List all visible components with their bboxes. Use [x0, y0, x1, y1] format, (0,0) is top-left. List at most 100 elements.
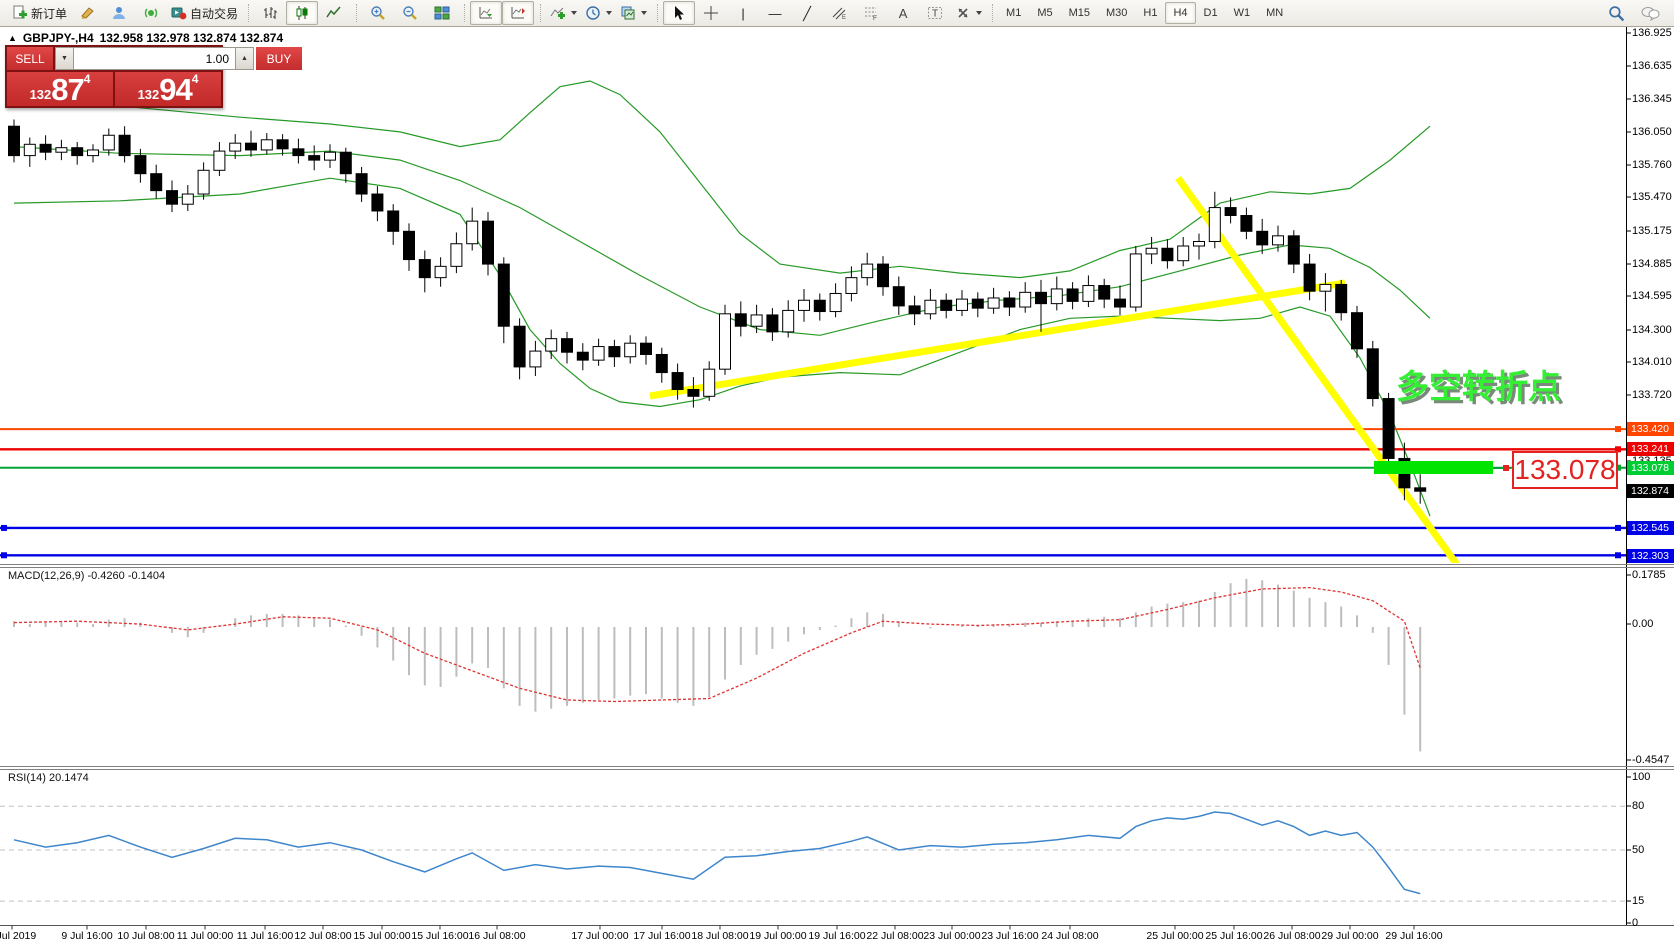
macd-signal-line — [13, 586, 1421, 703]
trendline-button[interactable]: ╱ — [791, 1, 823, 25]
volume-increase-button[interactable]: ▲ — [235, 47, 254, 70]
text-label-icon: T — [928, 7, 943, 20]
styler-button[interactable] — [71, 1, 103, 25]
styler-icon — [81, 7, 94, 19]
vertical-line-button[interactable]: | — [727, 1, 759, 25]
candle — [308, 145, 321, 171]
chat-button[interactable] — [1634, 1, 1666, 25]
tile-windows-button[interactable] — [426, 1, 458, 25]
candle — [497, 257, 510, 344]
search-button[interactable] — [1600, 1, 1632, 25]
line-chart-button[interactable] — [318, 1, 350, 25]
buy-button[interactable]: BUY — [256, 47, 302, 70]
templates-dropdown-caret — [641, 11, 648, 15]
highlight-zone-rect — [1374, 461, 1493, 474]
hline-handle — [1615, 446, 1621, 453]
buy-price-big: 94 — [159, 72, 192, 107]
toolbar-group-timeframes: M1 M5 M15 M30 H1 H4 D1 W1 MN — [990, 0, 1295, 26]
horizontal-line-icon: — — [768, 5, 782, 21]
horizontal-line-button[interactable]: — — [759, 1, 791, 25]
chart-shift-button[interactable] — [502, 1, 535, 25]
collapse-panel-icon[interactable]: ▲ — [8, 33, 17, 43]
community-button[interactable] — [103, 1, 135, 25]
candle — [545, 329, 558, 360]
svg-text:T: T — [932, 9, 938, 20]
candle — [1351, 305, 1363, 358]
crosshair-button[interactable] — [695, 1, 727, 25]
sell-price-sup: 4 — [83, 72, 91, 86]
volume-decrease-button[interactable]: ▼ — [55, 47, 74, 70]
candle — [592, 338, 605, 366]
candle — [798, 288, 810, 322]
candlestick-chart-button[interactable] — [286, 1, 319, 25]
buy-price-sup: 4 — [191, 72, 199, 86]
periods-button[interactable] — [581, 1, 616, 25]
trendline-icon: ╱ — [803, 5, 811, 21]
candle — [703, 361, 716, 401]
candle — [1129, 246, 1142, 312]
candle — [1114, 285, 1126, 315]
candle — [23, 137, 36, 167]
hline-handle — [1615, 524, 1621, 531]
timeframe-button-m30[interactable]: M30 — [1106, 7, 1128, 19]
timeframe-button-m15[interactable]: M15 — [1068, 7, 1090, 19]
toolbar-group-zoom — [354, 0, 462, 26]
signals-icon — [144, 8, 158, 18]
auto-scroll-button[interactable] — [470, 1, 503, 25]
pivot-annotation-text[interactable]: 多空转折点 — [1396, 368, 1561, 405]
candle — [1303, 253, 1316, 301]
candle — [1335, 279, 1348, 321]
text-button[interactable]: A — [887, 1, 919, 25]
autotrading-button[interactable]: 自动交易 — [167, 1, 242, 25]
toolbar-group-chart-type — [246, 0, 354, 26]
candle — [450, 232, 463, 274]
timeframe-button-m1[interactable]: M1 — [1006, 7, 1022, 19]
candle — [671, 363, 684, 400]
timeframe-button-d1[interactable]: D1 — [1203, 7, 1218, 19]
timeframe-button-w1[interactable]: W1 — [1233, 7, 1251, 19]
candle — [403, 223, 415, 271]
channel-button[interactable]: E — [823, 1, 855, 25]
bar-chart-button[interactable] — [254, 1, 286, 25]
text-label-button[interactable]: T — [919, 1, 951, 25]
zoom-out-button[interactable] — [394, 1, 426, 25]
candle — [213, 142, 226, 176]
templates-icon — [621, 6, 635, 20]
candle — [1272, 225, 1284, 252]
clock-icon — [586, 6, 600, 20]
candle — [245, 130, 257, 157]
timeframe-button-mn[interactable]: MN — [1266, 7, 1284, 19]
sell-price-display[interactable]: 132 87 4 — [7, 72, 113, 106]
chart-shift-icon — [511, 7, 526, 19]
candle — [8, 119, 20, 163]
arrows-button[interactable] — [951, 1, 986, 25]
templates-button[interactable] — [616, 1, 651, 25]
bollinger-lower-band — [13, 177, 1431, 517]
timeframe-button-h4[interactable]: H4 — [1165, 2, 1196, 24]
indicators-button[interactable] — [546, 1, 581, 25]
fibonacci-button[interactable]: F — [855, 1, 887, 25]
candle — [1366, 340, 1379, 407]
price-callout-box[interactable]: 133.078 — [1512, 451, 1618, 489]
zoom-in-button[interactable] — [362, 1, 394, 25]
buy-price-display[interactable]: 132 94 4 — [115, 72, 221, 106]
candle — [324, 144, 336, 169]
candle — [1098, 278, 1111, 309]
volume-stepper: ▼ ▲ — [55, 47, 254, 70]
timeframe-button-h1[interactable]: H1 — [1143, 7, 1158, 19]
timeframe-button-m5[interactable]: M5 — [1037, 7, 1053, 19]
cursor-button[interactable] — [663, 1, 696, 25]
sell-button[interactable]: SELL — [7, 47, 53, 70]
candle — [608, 339, 621, 367]
candle — [292, 138, 305, 164]
signals-button[interactable] — [135, 1, 167, 25]
trendline-falling — [1175, 175, 1461, 563]
candle — [813, 293, 826, 321]
new-order-button[interactable]: 新订单 — [8, 1, 71, 25]
volume-input[interactable] — [74, 47, 235, 70]
autotrading-icon — [171, 7, 187, 20]
candle — [892, 276, 905, 315]
